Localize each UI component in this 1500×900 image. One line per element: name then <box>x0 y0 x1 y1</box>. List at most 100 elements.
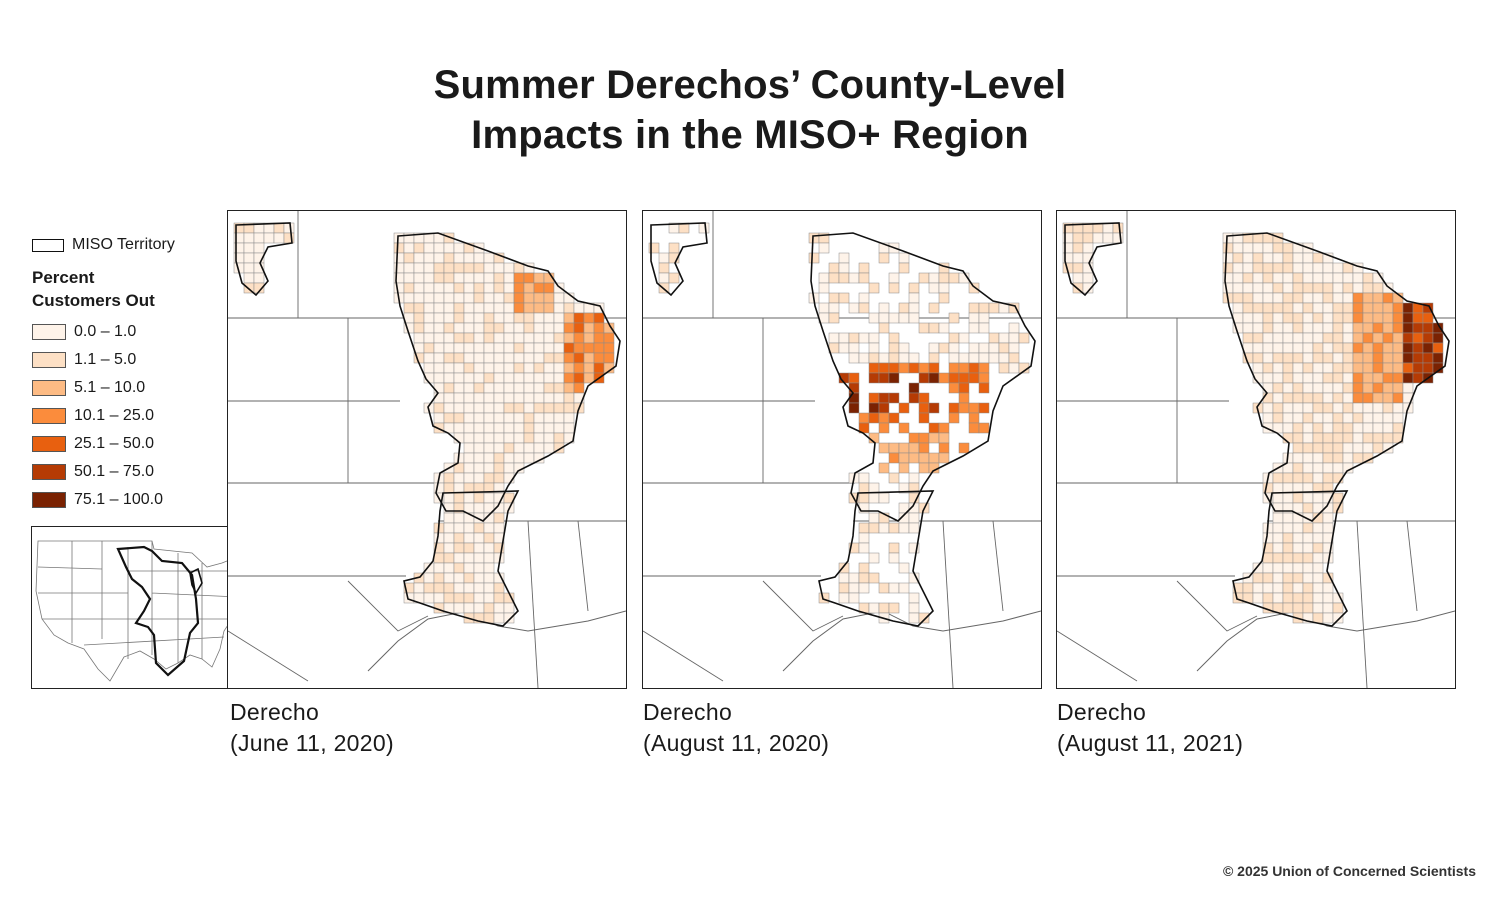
county-cell <box>463 542 475 554</box>
county-cell <box>1292 402 1304 414</box>
state-line <box>527 520 539 688</box>
county-cell <box>648 242 660 254</box>
county-cell <box>1342 422 1354 434</box>
county-cell <box>1342 282 1354 294</box>
county-cell <box>1282 262 1294 274</box>
county-cell <box>848 392 860 404</box>
county-cell <box>453 522 465 534</box>
county-cell <box>423 582 435 594</box>
county-cell <box>1242 322 1254 334</box>
county-cell <box>473 352 485 364</box>
county-cell <box>868 362 880 374</box>
county-cell <box>1372 442 1384 454</box>
county-cell <box>1302 572 1314 584</box>
county-cell <box>573 322 585 334</box>
county-cell <box>1272 542 1284 554</box>
miso-territory-outline <box>650 222 1036 627</box>
county-cell <box>493 322 505 334</box>
title-line-1: Summer Derechos’ County-Level <box>433 63 1067 107</box>
county-cell <box>1222 282 1234 294</box>
county-cell <box>573 352 585 364</box>
county-cell <box>443 242 455 254</box>
county-cell <box>668 272 680 284</box>
county-cell <box>1402 362 1414 374</box>
county-cell <box>463 592 475 604</box>
county-cell <box>483 472 495 484</box>
county-cell <box>463 582 475 594</box>
county-cell <box>868 572 880 584</box>
county-cell <box>1332 402 1344 414</box>
county-cell <box>908 302 920 314</box>
county-cell <box>1082 272 1094 284</box>
county-cell <box>1292 252 1304 264</box>
county-cell <box>443 592 455 604</box>
county-cell <box>1302 362 1314 374</box>
county-cell <box>513 362 525 374</box>
county-cell <box>563 362 575 374</box>
county-cell <box>1272 272 1284 284</box>
county-cell <box>463 362 475 374</box>
legend-classes: 0.0 – 1.0 1.1 – 5.0 5.1 – 10.0 10.1 – 25.0 2… <box>32 318 222 514</box>
county-cell <box>898 422 910 434</box>
county-cell <box>968 402 980 414</box>
county-cell <box>463 462 475 474</box>
county-cell <box>1292 262 1304 274</box>
county-cell <box>888 522 900 534</box>
county-cell <box>1312 252 1324 264</box>
county-cell <box>473 342 485 354</box>
county-cell <box>1342 322 1354 334</box>
county-cell <box>1322 332 1334 344</box>
county-cell <box>1302 382 1314 394</box>
county-cell <box>938 452 950 464</box>
county-cell <box>463 532 475 544</box>
state-line <box>228 630 309 682</box>
county-cell <box>553 422 565 434</box>
county-cell <box>563 312 575 324</box>
county-cell <box>888 312 900 324</box>
county-cell <box>453 372 465 384</box>
county-cell <box>1382 392 1394 404</box>
county-cell <box>253 272 265 284</box>
county-cell <box>493 412 505 424</box>
county-cell <box>473 462 485 474</box>
county-cell <box>948 372 960 384</box>
county-cell <box>1222 252 1234 264</box>
miso-territory-outline <box>1064 222 1450 627</box>
county-cell <box>898 362 910 374</box>
county-cell <box>1082 282 1094 294</box>
county-cell <box>1292 292 1304 304</box>
county-cells <box>648 222 1030 624</box>
legend: MISO Territory Percent Customers Out 0.0… <box>32 236 222 514</box>
county-cell <box>1262 262 1274 274</box>
county-cell <box>483 252 495 264</box>
county-cell <box>1312 532 1324 544</box>
county-cell <box>513 302 525 314</box>
county-cell <box>868 512 880 524</box>
county-cell <box>868 402 880 414</box>
county-cell <box>908 522 920 534</box>
county-cell <box>858 262 870 274</box>
county-cell <box>513 272 525 284</box>
county-cell <box>423 272 435 284</box>
county-cell <box>453 312 465 324</box>
county-cell <box>838 562 850 574</box>
county-cell <box>1292 422 1304 434</box>
county-cell <box>463 322 475 334</box>
county-cell <box>403 262 415 274</box>
county-cell <box>433 382 445 394</box>
county-cell <box>868 482 880 494</box>
county-cell <box>1252 262 1264 274</box>
county-cell <box>523 322 535 334</box>
county-cell <box>1362 432 1374 444</box>
county-cell <box>543 352 555 364</box>
county-cell <box>463 522 475 534</box>
county-cell <box>1322 592 1334 604</box>
county-cell <box>473 492 485 504</box>
county-cell <box>523 402 535 414</box>
county-cell <box>473 402 485 414</box>
county-cell <box>978 382 990 394</box>
county-cell <box>553 322 565 334</box>
county-cell <box>878 402 890 414</box>
county-cell <box>1292 362 1304 374</box>
county-cell <box>1342 292 1354 304</box>
